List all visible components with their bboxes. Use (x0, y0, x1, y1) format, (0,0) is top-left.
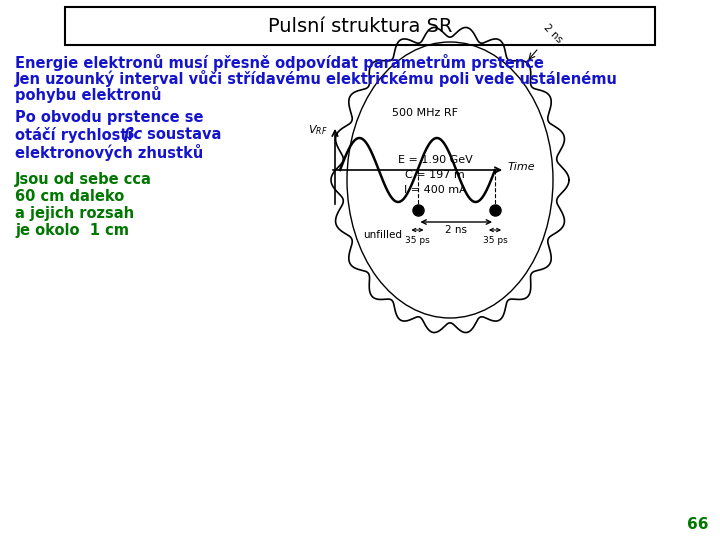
Text: unfilled: unfilled (363, 230, 402, 240)
Text: 66: 66 (686, 517, 708, 532)
Text: 35 ps: 35 ps (482, 236, 508, 245)
Text: je okolo  1 cm: je okolo 1 cm (15, 223, 129, 238)
Text: Jen uzounký interval vůči střídavému elektrickému poli vede ustálenému: Jen uzounký interval vůči střídavému ele… (15, 70, 618, 87)
Text: E = 1.90 GeV: E = 1.90 GeV (397, 155, 472, 165)
Text: elektronových zhustků: elektronových zhustků (15, 144, 203, 161)
Text: βc: βc (123, 127, 142, 142)
Text: 500 MHz RF: 500 MHz RF (392, 108, 458, 118)
Text: $V_{RF}$: $V_{RF}$ (308, 123, 328, 137)
Text: a jejich rozsah: a jejich rozsah (15, 206, 134, 221)
Text: C = 197 m: C = 197 m (405, 170, 465, 180)
Text: Time: Time (508, 162, 536, 172)
Text: Jsou od sebe cca: Jsou od sebe cca (15, 172, 152, 187)
Text: otáčí rychlostí: otáčí rychlostí (15, 127, 138, 143)
Text: I = 400 mA: I = 400 mA (404, 185, 467, 195)
Text: pohybu elektronů: pohybu elektronů (15, 86, 161, 103)
Text: soustava: soustava (142, 127, 221, 142)
Text: 2 ns: 2 ns (541, 22, 564, 45)
Text: 35 ps: 35 ps (405, 236, 430, 245)
Text: 60 cm daleko: 60 cm daleko (15, 189, 125, 204)
Text: Pulsní struktura SR: Pulsní struktura SR (268, 17, 452, 36)
Text: 2 ns: 2 ns (445, 225, 467, 235)
FancyBboxPatch shape (65, 7, 655, 45)
Text: Po obvodu prstence se: Po obvodu prstence se (15, 110, 204, 125)
Text: Energie elektronů musí přesně odpovídat parametrům prstence: Energie elektronů musí přesně odpovídat … (15, 54, 544, 71)
